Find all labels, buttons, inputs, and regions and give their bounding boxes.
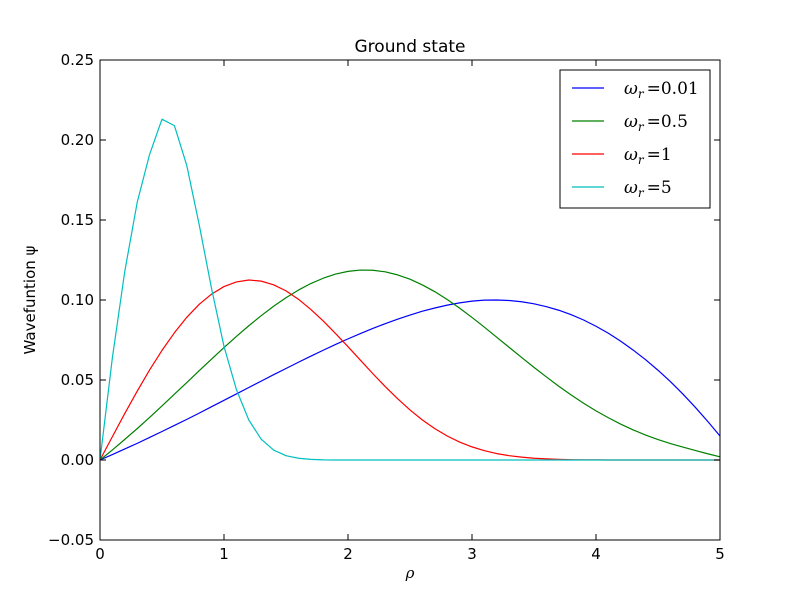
series-line-4: [99, 118, 720, 461]
x-tick-label: 4: [591, 545, 601, 563]
x-tick-label: 3: [467, 545, 477, 563]
y-axis-label: Wavefuntion ψ: [21, 245, 39, 354]
legend: ωr =0.01 ωr =0.5 ωr =1 ωr =5: [559, 69, 711, 209]
tick-labels-layer: 0 1 2 3 4 5 −0.05 0.00 0.05 0.10 0.15 0.20 0.25: [48, 51, 725, 563]
y-tick-label: 0.05: [61, 371, 94, 389]
y-tick-label: 0.00: [61, 451, 94, 469]
x-tick-label: 1: [219, 545, 229, 563]
series-line-2: [99, 269, 721, 461]
y-tick-label: 0.15: [61, 211, 94, 229]
ticks-layer: [99, 59, 721, 541]
series-layer: [99, 118, 721, 461]
x-tick-label: 5: [715, 545, 725, 563]
legend-box: [559, 69, 711, 209]
y-tick-label: −0.05: [48, 531, 94, 549]
legend-entries: ωr =0.01 ωr =0.5 ωr =1 ωr =5: [572, 79, 699, 200]
x-tick-label: 0: [95, 545, 105, 563]
x-tick-label: 2: [343, 545, 353, 563]
legend-label-4: ωr =5: [624, 178, 672, 200]
y-tick-label: 0.25: [61, 51, 94, 69]
y-tick-label: 0.10: [61, 291, 94, 309]
chart-title: Ground state: [355, 37, 466, 57]
y-tick-label: 0.20: [61, 131, 94, 149]
x-axis-label: ρ: [405, 564, 415, 582]
series-line-1: [99, 299, 721, 461]
legend-label-3: ωr =1: [624, 145, 672, 167]
legend-label-2: ωr =0.5: [624, 112, 688, 134]
legend-label-1: ωr =0.01: [624, 79, 699, 101]
